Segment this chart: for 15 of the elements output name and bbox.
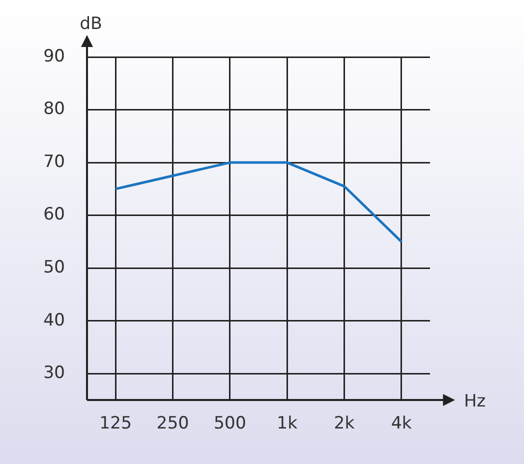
x-tick-label: 2k [334, 414, 355, 434]
x-tick-label: 250 [156, 414, 189, 434]
y-tick-label: 30 [43, 363, 65, 384]
y-axis-title: dB [80, 14, 102, 34]
y-tick-label: 70 [43, 152, 65, 172]
y-tick-label: 40 [43, 310, 65, 330]
y-tick-label: 80 [43, 99, 65, 120]
y-tick-label: 60 [43, 204, 65, 225]
x-tick-label: 125 [99, 414, 132, 434]
x-axis-title: Hz [464, 391, 486, 412]
y-tick-label: 50 [43, 258, 65, 278]
x-tick-label: 1k [276, 414, 298, 434]
x-tick-label: 4k [391, 414, 412, 434]
x-tick-label: 500 [214, 414, 246, 434]
y-tick-label: 90 [43, 46, 65, 66]
